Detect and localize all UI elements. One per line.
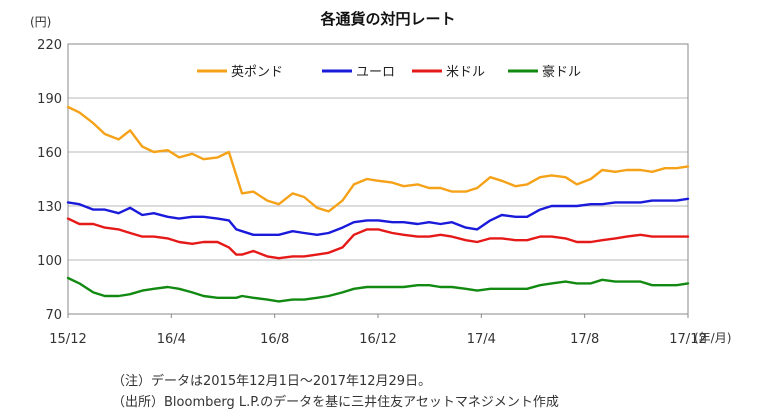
x-axis-unit-label: (年/月) bbox=[694, 331, 731, 345]
legend: 英ポンド ユーロ 米ドル 豪ドル bbox=[197, 64, 581, 80]
x-axis-ticks: 15/12 16/4 16/8 16/12 17/4 17/8 17/12 bbox=[49, 314, 707, 347]
x-tick-label: 17/12 bbox=[669, 332, 706, 347]
x-tick-label: 16/4 bbox=[157, 332, 186, 347]
series-line-米ドル bbox=[66, 217, 690, 260]
series-line-英ポンド bbox=[66, 105, 690, 213]
y-tick-label: 220 bbox=[37, 38, 62, 53]
footnote-period: （注）データは2015年12月1日～2017年12月29日。 bbox=[112, 374, 432, 389]
legend-label: 英ポンド bbox=[231, 65, 283, 80]
series-line-豪ドル bbox=[66, 276, 690, 303]
footnote-source: （出所）Bloomberg L.P.のデータを基に三井住友アセットマネジメント作… bbox=[112, 395, 559, 410]
y-tick-label: 100 bbox=[37, 254, 62, 269]
y-axis-ticks: 70 100 130 160 190 220 bbox=[37, 38, 62, 323]
y-tick-label: 130 bbox=[37, 200, 62, 215]
rate-chart: 各通貨の対円レート (円) (年/月) 70 100 130 160 190 220 15… bbox=[30, 10, 731, 347]
y-tick-label: 160 bbox=[37, 146, 62, 161]
chart-title: 各通貨の対円レート bbox=[319, 10, 455, 28]
series-line-ユーロ bbox=[66, 197, 690, 237]
x-tick-label: 16/12 bbox=[359, 332, 396, 347]
x-tick-label: 17/8 bbox=[570, 332, 599, 347]
legend-label: 米ドル bbox=[446, 65, 485, 80]
gridlines bbox=[68, 97, 688, 261]
y-tick-label: 190 bbox=[37, 92, 62, 107]
legend-label: 豪ドル bbox=[542, 64, 581, 80]
series-lines bbox=[66, 105, 690, 303]
x-tick-label: 16/8 bbox=[260, 332, 289, 347]
y-tick-label: 70 bbox=[45, 308, 62, 323]
plot-frame bbox=[67, 43, 689, 315]
x-tick-label: 15/12 bbox=[49, 332, 86, 347]
legend-label: ユーロ bbox=[356, 65, 395, 80]
y-axis-unit-label: (円) bbox=[30, 15, 51, 29]
x-tick-label: 17/4 bbox=[467, 332, 496, 347]
